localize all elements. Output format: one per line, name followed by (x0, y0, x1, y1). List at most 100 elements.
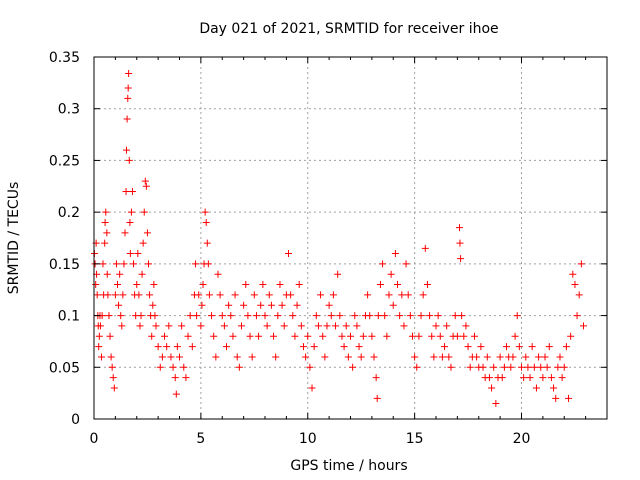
data-point (391, 250, 399, 258)
data-point (364, 291, 372, 299)
data-point (250, 291, 258, 299)
x-tick-label: 5 (196, 431, 205, 447)
data-point (122, 187, 130, 195)
data-point (302, 353, 310, 361)
data-point (535, 353, 543, 361)
data-point (128, 187, 136, 195)
data-point (135, 291, 143, 299)
data-point (114, 281, 122, 289)
data-point (95, 332, 103, 340)
data-point (447, 363, 455, 371)
data-point (293, 301, 301, 309)
data-point (205, 291, 213, 299)
data-point (539, 374, 547, 382)
data-point (445, 353, 453, 361)
data-point (124, 84, 132, 92)
data-point (537, 363, 545, 371)
data-point (242, 281, 250, 289)
data-point (139, 239, 147, 247)
data-point (101, 239, 109, 247)
data-point (176, 353, 183, 361)
data-point (169, 363, 177, 371)
data-point (443, 322, 451, 330)
data-point (368, 332, 376, 340)
data-point (428, 332, 436, 340)
data-point (180, 363, 188, 371)
data-point (285, 250, 293, 258)
y-tick-label: 0.35 (49, 50, 80, 66)
y-tick-label: 0.05 (49, 360, 80, 376)
data-point (526, 374, 534, 382)
data-point (473, 353, 481, 361)
data-point (299, 343, 307, 351)
data-point (171, 374, 179, 382)
y-tick-label: 0.15 (49, 257, 80, 273)
data-point (485, 374, 493, 382)
data-point (565, 394, 573, 402)
data-point (552, 394, 560, 402)
data-point (329, 291, 337, 299)
data-point (477, 343, 485, 351)
data-point (259, 281, 267, 289)
grid-lines (94, 57, 607, 419)
data-point (210, 332, 218, 340)
data-point (490, 363, 498, 371)
data-point (126, 250, 134, 258)
data-point (408, 332, 416, 340)
data-point (423, 281, 431, 289)
data-point (340, 343, 348, 351)
data-point (438, 353, 446, 361)
data-point (571, 281, 579, 289)
data-point (389, 301, 397, 309)
data-point (195, 291, 203, 299)
data-point (276, 281, 284, 289)
data-point (142, 182, 150, 190)
data-point (483, 353, 491, 361)
data-point (419, 291, 427, 299)
data-point (436, 332, 444, 340)
data-point (306, 363, 314, 371)
data-point (178, 322, 186, 330)
data-point (396, 312, 404, 320)
data-point (451, 312, 459, 320)
data-point (270, 332, 278, 340)
data-point (567, 332, 575, 340)
data-point (577, 260, 585, 268)
data-point (344, 353, 352, 361)
data-point (104, 291, 112, 299)
data-point (470, 332, 478, 340)
data-point (507, 363, 515, 371)
data-point (370, 353, 378, 361)
data-point (406, 312, 414, 320)
data-point (432, 322, 440, 330)
data-point (225, 301, 233, 309)
data-point (353, 322, 361, 330)
data-point (528, 343, 536, 351)
data-point (532, 384, 540, 392)
data-point (134, 250, 142, 258)
data-point (518, 363, 525, 371)
data-point (366, 312, 374, 320)
data-point (426, 312, 434, 320)
data-point (554, 363, 562, 371)
data-point (107, 353, 115, 361)
data-point (186, 312, 194, 320)
x-tick-label: 0 (90, 431, 99, 447)
data-point (434, 312, 442, 320)
data-point (212, 353, 220, 361)
data-point (543, 363, 551, 371)
data-point (124, 94, 132, 102)
data-point (263, 322, 271, 330)
data-point (515, 343, 523, 351)
data-point (372, 374, 380, 382)
data-point (125, 156, 133, 164)
data-point (456, 224, 464, 232)
data-point (120, 260, 128, 268)
data-point (137, 312, 145, 320)
data-point (376, 281, 384, 289)
data-point (208, 312, 216, 320)
data-point (317, 291, 325, 299)
data-point (314, 322, 322, 330)
data-point (291, 332, 299, 340)
